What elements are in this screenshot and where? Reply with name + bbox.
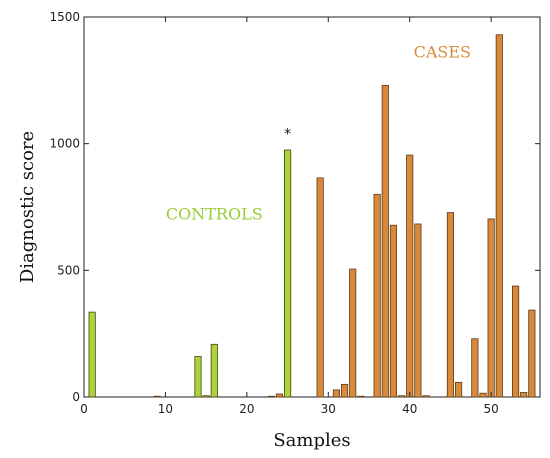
- bar-controls-15: [202, 395, 210, 398]
- bar-cases-40: [406, 154, 414, 398]
- plot-frame: [83, 16, 541, 398]
- asterisk-annotation: *: [284, 127, 291, 143]
- bar-cases-49: [479, 392, 487, 398]
- y-tick-label-500: 500: [57, 263, 80, 277]
- x-tick-label-30: 30: [321, 402, 336, 416]
- x-tick-label-10: 10: [158, 402, 173, 416]
- x-tick-label-0: 0: [80, 402, 88, 416]
- bar-cases-36: [373, 193, 381, 398]
- bar-cases-53: [512, 285, 520, 398]
- x-ticks: 0 10 20 30 40 50: [80, 17, 499, 416]
- bar-controls-23: [267, 395, 275, 398]
- annotations: CONTROLS CASES *: [166, 43, 471, 224]
- y-tick-label-1000: 1000: [49, 137, 80, 151]
- bar-cases-24: [275, 393, 283, 398]
- bar-controls-1: [88, 311, 96, 398]
- plot-area: 0 10 20 30 40 50 0 500 1000 1500 CONTROLS CASES *: [49, 10, 541, 416]
- y-tick-label-0: 0: [72, 390, 80, 404]
- bar-controls-14: [194, 356, 202, 398]
- bar-cases-42: [422, 395, 430, 398]
- bar-cases-55: [528, 309, 536, 398]
- y-tick-label-1500: 1500: [49, 10, 80, 24]
- bar-cases-54: [520, 392, 528, 398]
- cases-label: CASES: [414, 43, 471, 62]
- bar-cases-37: [381, 85, 389, 398]
- bar-controls-9: [153, 395, 161, 398]
- bar-cases-31: [332, 389, 340, 398]
- bar-cases-38: [389, 224, 397, 398]
- bar-cases-41: [414, 223, 422, 398]
- bar-cases-51: [495, 34, 503, 398]
- bar-cases-32: [340, 383, 349, 398]
- y-ticks: 0 500 1000 1500: [49, 10, 540, 404]
- x-axis-label: Samples: [273, 430, 350, 451]
- x-tick-label-50: 50: [484, 402, 499, 416]
- y-axis-label: Diagnostic score: [17, 131, 38, 283]
- bar-cases-45: [446, 212, 454, 398]
- bar-cases-46: [454, 381, 463, 398]
- bar-controls-25: [283, 149, 292, 398]
- bar-controls-16: [210, 343, 218, 398]
- bar-cases-48: [471, 338, 479, 398]
- controls-label: CONTROLS: [166, 205, 263, 224]
- bar-cases-33: [349, 268, 357, 398]
- x-tick-label-20: 20: [239, 402, 254, 416]
- x-tick-label-40: 40: [402, 402, 417, 416]
- bar-cases-34: [357, 395, 365, 398]
- bar-cases-39: [397, 395, 406, 398]
- bars: [88, 34, 536, 398]
- bar-cases-50: [487, 218, 495, 398]
- bar-cases-29: [316, 177, 324, 398]
